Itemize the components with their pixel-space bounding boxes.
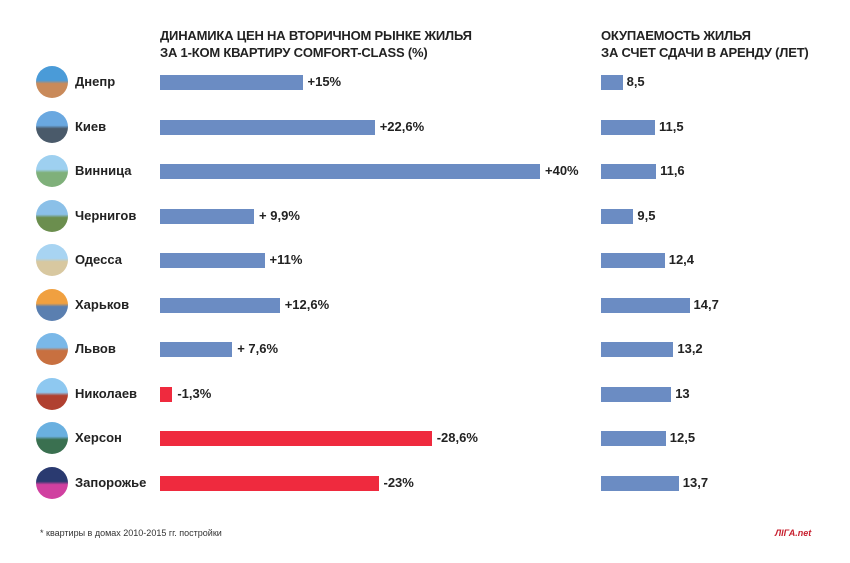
- price-bar: [160, 297, 280, 313]
- title-line: ДИНАМИКА ЦЕН НА ВТОРИЧНОМ РЫНКЕ ЖИЛЬЯ: [160, 28, 472, 43]
- price-data-label: +12,6%: [284, 296, 330, 312]
- title-line: ЗА 1-КОМ КВАРТИРУ COMFORT-CLASS (%): [160, 45, 428, 60]
- price-bar: [160, 431, 432, 446]
- price-bar: [160, 164, 540, 179]
- payback-bar: [601, 386, 672, 402]
- payback-data-label: 12,4: [668, 252, 695, 267]
- city-label: Запорожье: [75, 474, 147, 490]
- payback-data-label: 8,5: [626, 74, 645, 89]
- price-bar: [160, 386, 173, 402]
- chart-title-payback: ОКУПАЕМОСТЬ ЖИЛЬЯ ЗА СЧЕТ СДАЧИ В АРЕНДУ…: [601, 27, 809, 61]
- city-label: Одесса: [75, 252, 122, 267]
- city-label: Харьков: [75, 296, 130, 312]
- payback-bar: [601, 475, 679, 491]
- city-label: Киев: [75, 118, 107, 134]
- payback-bar: [601, 431, 666, 446]
- payback-data-label: 14,7: [693, 296, 719, 312]
- city-photo-icon: [36, 155, 68, 187]
- city-photo-icon: [36, 422, 68, 454]
- payback-data-label: 9,5: [637, 207, 656, 223]
- payback-bar: [601, 297, 690, 313]
- title-line: ОКУПАЕМОСТЬ ЖИЛЬЯ: [601, 28, 751, 43]
- city-photo-icon: [36, 466, 68, 499]
- footnote: * квартиры в домах 2010-2015 гг. построй…: [40, 528, 222, 538]
- payback-bar: [601, 164, 657, 179]
- payback-bar: [601, 342, 674, 357]
- city-label: Винница: [75, 163, 132, 178]
- city-photo-icon: [36, 377, 68, 410]
- city-photo-icon: [36, 333, 68, 365]
- price-data-label: +40%: [545, 163, 579, 178]
- price-data-label: -23%: [383, 474, 414, 490]
- city-photo-icon: [36, 244, 68, 276]
- price-bar: [160, 342, 233, 357]
- city-photo-icon: [36, 110, 68, 143]
- price-data-label: + 7,6%: [237, 341, 279, 356]
- price-bar: [160, 475, 379, 491]
- title-line: ЗА СЧЕТ СДАЧИ В АРЕНДУ (ЛЕТ): [601, 45, 809, 60]
- price-bar: [160, 75, 303, 90]
- city-label: Львов: [75, 341, 116, 356]
- chart-title-price-dynamics: ДИНАМИКА ЦЕН НА ВТОРИЧНОМ РЫНКЕ ЖИЛЬЯ ЗА…: [160, 27, 472, 61]
- city-photo-icon: [36, 66, 68, 98]
- payback-bar: [601, 119, 655, 135]
- price-data-label: +11%: [269, 252, 303, 267]
- city-photo-icon: [36, 199, 68, 232]
- price-data-label: +15%: [307, 74, 342, 89]
- payback-data-label: 13,2: [677, 341, 703, 356]
- payback-data-label: 12,5: [669, 430, 696, 445]
- payback-bar: [601, 75, 623, 90]
- price-data-label: -1,3%: [177, 385, 212, 401]
- price-bar: [160, 253, 265, 268]
- price-data-label: + 9,9%: [259, 207, 300, 223]
- city-label: Николаев: [75, 385, 138, 401]
- city-label: Днепр: [75, 74, 116, 89]
- city-label: Чернигов: [75, 207, 137, 223]
- price-bar: [160, 208, 255, 224]
- city-photo-icon: [36, 288, 68, 321]
- payback-data-label: 11,5: [659, 118, 684, 134]
- payback-data-label: 13,7: [682, 474, 709, 490]
- payback-bar: [601, 253, 665, 268]
- payback-data-label: 13: [675, 385, 690, 401]
- price-bar: [160, 119, 375, 135]
- price-data-label: -28,6%: [436, 430, 478, 445]
- payback-data-label: 11,6: [660, 163, 685, 178]
- payback-bar: [601, 208, 634, 224]
- price-data-label: +22,6%: [379, 118, 425, 134]
- liga-logo: ЛIГА.net: [775, 528, 812, 538]
- city-label: Херсон: [75, 430, 122, 445]
